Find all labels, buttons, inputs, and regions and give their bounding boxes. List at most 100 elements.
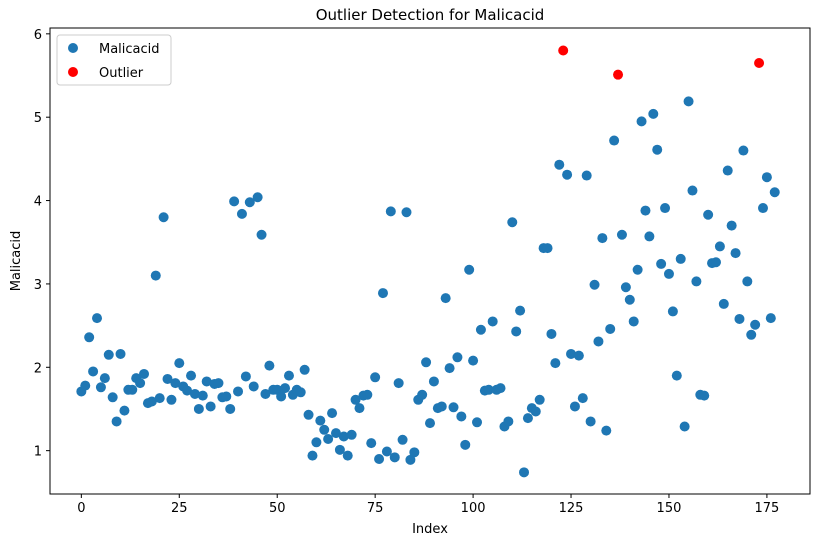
data-point (150, 270, 161, 281)
data-point (507, 217, 518, 228)
data-point (609, 135, 620, 146)
y-tick-label: 3 (34, 278, 42, 293)
data-point (648, 108, 659, 119)
outlier-point (558, 45, 569, 56)
data-point (107, 392, 118, 403)
data-point (746, 329, 757, 340)
data-point (601, 425, 612, 436)
data-point (182, 385, 193, 396)
data-point (550, 358, 561, 369)
data-point (374, 453, 385, 464)
x-tick-label: 150 (657, 501, 682, 516)
data-point (84, 332, 95, 343)
data-point (323, 433, 334, 444)
legend-marker-outlier (68, 67, 78, 77)
data-point (354, 403, 365, 414)
data-point (620, 282, 631, 293)
data-point (691, 276, 702, 287)
data-point (742, 276, 753, 287)
data-point (115, 348, 126, 359)
data-point (303, 409, 314, 420)
data-point (456, 411, 467, 422)
data-point (127, 384, 138, 395)
data-point (663, 268, 674, 279)
plot-frame (49, 27, 811, 495)
data-point (252, 192, 263, 203)
data-point (605, 323, 616, 334)
data-point (640, 205, 651, 216)
data-point (530, 406, 541, 417)
data-point (671, 370, 682, 381)
data-point (585, 416, 596, 427)
data-point (628, 316, 639, 327)
plot-points (76, 45, 780, 478)
data-point (699, 390, 710, 401)
data-point (295, 387, 306, 398)
data-point (765, 313, 776, 324)
data-point (468, 355, 479, 366)
data-point (385, 206, 396, 217)
data-point (205, 401, 216, 412)
data-point (687, 185, 698, 196)
data-point (174, 358, 185, 369)
data-point (632, 264, 643, 275)
data-point (327, 408, 338, 419)
data-point (370, 372, 381, 383)
data-point (667, 306, 678, 317)
data-point (718, 298, 729, 309)
y-tick-label: 5 (34, 111, 42, 126)
data-point (366, 438, 377, 449)
data-point (546, 328, 557, 339)
data-point (460, 439, 471, 450)
data-point (660, 203, 671, 214)
data-point (393, 378, 404, 389)
data-point (683, 96, 694, 107)
data-point (330, 428, 341, 439)
data-point (299, 364, 310, 375)
outlier-point (754, 58, 765, 69)
data-point (515, 305, 526, 316)
data-point (193, 403, 204, 414)
data-point (519, 467, 530, 478)
data-point (244, 197, 255, 208)
data-point (240, 371, 251, 382)
legend-label-malicacid: Malicacid (99, 42, 160, 57)
data-point (166, 394, 177, 405)
data-point (334, 444, 345, 455)
data-point (158, 212, 169, 223)
data-point (213, 378, 224, 389)
x-tick-label: 0 (77, 501, 85, 516)
data-point (566, 348, 577, 359)
data-point (511, 326, 522, 337)
data-point (636, 116, 647, 127)
data-point (92, 313, 103, 324)
legend-marker-malicacid (68, 43, 78, 53)
outlier-point (613, 69, 624, 80)
data-point (703, 209, 714, 220)
data-point (135, 378, 146, 389)
x-tick-label: 75 (367, 501, 384, 516)
data-point (769, 187, 780, 198)
data-point (562, 169, 573, 180)
data-point (260, 388, 271, 399)
y-tick-label: 2 (34, 361, 42, 376)
data-point (170, 378, 181, 389)
data-point (95, 382, 106, 393)
data-point (475, 324, 486, 335)
data-point (397, 434, 408, 445)
data-point (534, 394, 545, 405)
x-axis-label: Index (412, 522, 448, 537)
chart-title: Outlier Detection for Malicacid (316, 6, 545, 24)
data-point (522, 413, 533, 424)
x-tick-label: 100 (461, 501, 486, 516)
data-point (425, 418, 435, 429)
data-point (225, 403, 236, 414)
data-point (679, 421, 690, 432)
data-point (593, 336, 604, 347)
x-tick-label: 25 (171, 501, 188, 516)
data-point (569, 401, 580, 412)
data-point (675, 253, 686, 264)
y-tick-label: 4 (34, 195, 42, 210)
data-point (487, 316, 498, 327)
data-point (280, 383, 291, 394)
